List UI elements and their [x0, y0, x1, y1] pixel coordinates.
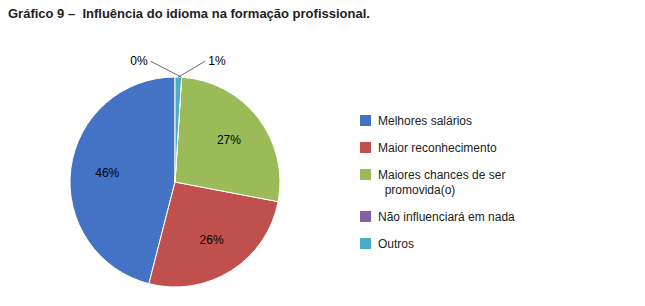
leader-line	[178, 61, 205, 77]
legend-entry: Maior reconhecimento	[378, 141, 497, 155]
legend-entry: Outros	[378, 237, 414, 251]
slices	[70, 77, 280, 287]
leader-line	[151, 61, 182, 77]
legend: Melhores salários Maior reconhecimento Mai…	[360, 114, 515, 251]
legend-entry: Maiores chances de ser promovida(o)	[378, 168, 505, 197]
legend-swatch	[360, 169, 371, 180]
data-label: 46%	[95, 166, 119, 180]
slice	[175, 77, 182, 182]
title: Gráfico 9 – Influência do idioma na form…	[8, 6, 370, 21]
legend-swatch	[360, 211, 371, 222]
legend-swatch	[360, 238, 371, 249]
data-labels: 46% 26% 27% 0% 1%	[95, 54, 241, 247]
chart: Gráfico 9 – Influência do idioma na form…	[0, 0, 645, 306]
slice	[175, 77, 280, 201]
slice	[175, 77, 182, 182]
data-label: 27%	[217, 133, 241, 147]
legend-swatch	[360, 142, 371, 153]
legend-swatch	[360, 115, 371, 126]
legend-entry: Não influenciará em nada	[378, 210, 515, 224]
legend-entry: Melhores salários	[378, 114, 472, 128]
data-label: 26%	[200, 233, 224, 247]
data-label: 1%	[208, 54, 226, 68]
data-label: 0%	[130, 54, 148, 68]
